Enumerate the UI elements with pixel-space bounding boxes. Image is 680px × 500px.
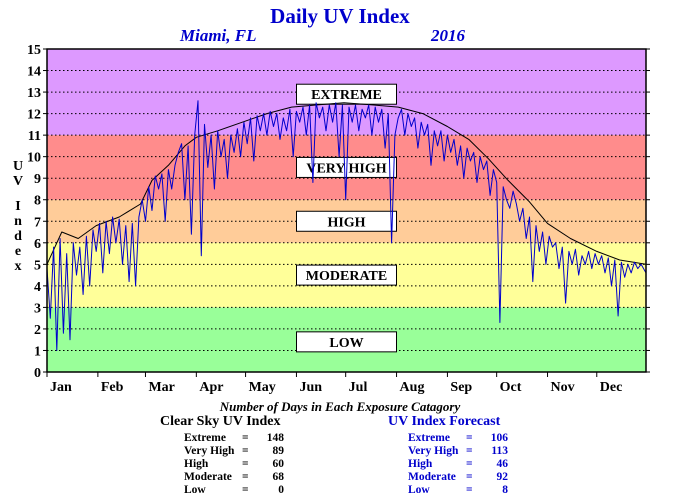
y-tick-label: 5	[34, 258, 41, 273]
stat-row: Very High = 89	[184, 445, 284, 457]
band-label: LOW	[329, 336, 363, 351]
y-tick-label: 10	[27, 151, 41, 166]
stat-row: Moderate = 68	[184, 471, 284, 483]
y-axis-label-char: V	[13, 174, 23, 189]
x-tick-label: May	[249, 380, 276, 395]
y-axis-label-char: e	[15, 244, 21, 259]
clear-sky-stats-title: Clear Sky UV Index	[160, 414, 281, 429]
x-tick-label: Sep	[450, 380, 472, 395]
y-tick-label: 11	[28, 129, 41, 144]
stat-row: Low = 0	[184, 484, 284, 496]
stat-row: Low = 8	[408, 484, 508, 496]
forecast-stats: UV Index Forecast Extreme = 106 Very High =…	[388, 414, 508, 497]
x-tick-label: Jul	[349, 380, 368, 395]
y-tick-label: 6	[34, 237, 41, 252]
x-tick-label: Aug	[400, 380, 425, 395]
y-tick-label: 12	[27, 108, 41, 123]
stat-row: Very High = 113	[408, 445, 508, 457]
y-tick-label: 14	[27, 65, 41, 80]
plot-frame	[46, 48, 647, 373]
band-label: MODERATE	[306, 269, 387, 284]
y-tick-label: 4	[34, 280, 41, 295]
stat-row: Extreme = 106	[408, 432, 508, 444]
y-axis-label-char: d	[14, 229, 22, 244]
y-tick-label: 9	[34, 172, 41, 187]
band-label-box	[296, 264, 397, 286]
y-tick-label: 3	[34, 301, 41, 316]
y-tick-label: 8	[34, 194, 41, 209]
x-tick-label: Oct	[500, 380, 522, 395]
location-label: Miami, FL	[180, 26, 257, 45]
stat-row: High = 60	[184, 458, 284, 470]
y-axis-label-char: U	[13, 159, 23, 174]
chart-title: Daily UV Index	[270, 4, 410, 28]
stat-row: Moderate = 92	[408, 471, 508, 483]
y-axis-label-char: n	[14, 214, 22, 229]
x-tick-label: Jun	[299, 380, 322, 395]
x-tick-label: Feb	[101, 380, 124, 395]
band-label-box	[296, 331, 397, 353]
x-tick-label: Nov	[551, 380, 575, 395]
band-label: HIGH	[327, 215, 365, 230]
band-label-box	[296, 210, 397, 232]
x-tick-label: Dec	[600, 380, 623, 395]
clear-sky-stats: Clear Sky UV Index Extreme = 148 Very High…	[160, 414, 284, 497]
forecast-stats-title: UV Index Forecast	[388, 414, 501, 429]
y-tick-label: 13	[27, 86, 41, 101]
stat-row: High = 46	[408, 458, 508, 470]
band-label-box	[296, 83, 397, 105]
x-tick-label: Apr	[199, 380, 223, 395]
band-label: EXTREME	[311, 88, 382, 103]
y-axis-label-char: x	[15, 259, 22, 274]
x-tick-label: Jan	[50, 380, 72, 395]
y-axis-label-char: I	[15, 199, 20, 214]
y-tick-label: 7	[34, 215, 41, 230]
stat-row: Extreme = 148	[184, 432, 284, 444]
x-tick-label: Mar	[148, 380, 174, 395]
y-tick-label: 0	[34, 366, 41, 381]
year-label: 2016	[431, 26, 465, 45]
y-tick-label: 1	[34, 344, 41, 359]
forecast-line	[46, 100, 647, 351]
y-tick-label: 15	[27, 43, 41, 58]
exposure-caption: Number of Days in Each Exposure Catagory	[219, 399, 461, 414]
y-tick-label: 2	[34, 323, 41, 338]
